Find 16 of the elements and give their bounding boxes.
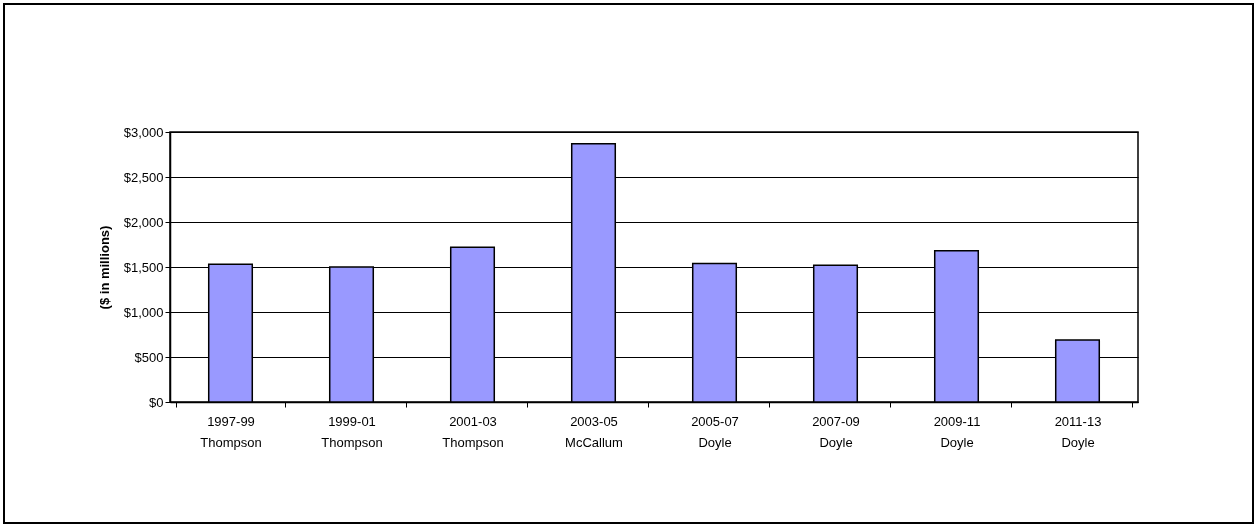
y-tick-label: $3,000 [123, 124, 164, 140]
y-tick-label: $500 [134, 349, 164, 365]
y-tick-label: $0 [149, 394, 164, 410]
x-tick-label: 2005-07 Doyle [691, 413, 739, 450]
x-tick-label: 1999-01 Thompson [321, 413, 383, 450]
y-tick-label: $1,000 [123, 304, 164, 320]
x-tick-label: 2011-13 Doyle [1054, 413, 1102, 450]
x-tick-label: 2007-09 Doyle [812, 413, 860, 450]
x-tick-label: 2009-11 Doyle [933, 413, 981, 450]
x-tick-label: 2001-03 Thompson [442, 413, 504, 450]
x-tick-label: 1997-99 Thompson [200, 413, 262, 450]
y-tick-label: $2,000 [123, 214, 164, 230]
y-axis-title: ($ in millions) [96, 225, 112, 310]
y-tick-label: $1,500 [123, 259, 164, 275]
x-tick-label: 2003-05 McCallum [565, 413, 623, 450]
y-tick-label: $2,500 [123, 169, 164, 185]
